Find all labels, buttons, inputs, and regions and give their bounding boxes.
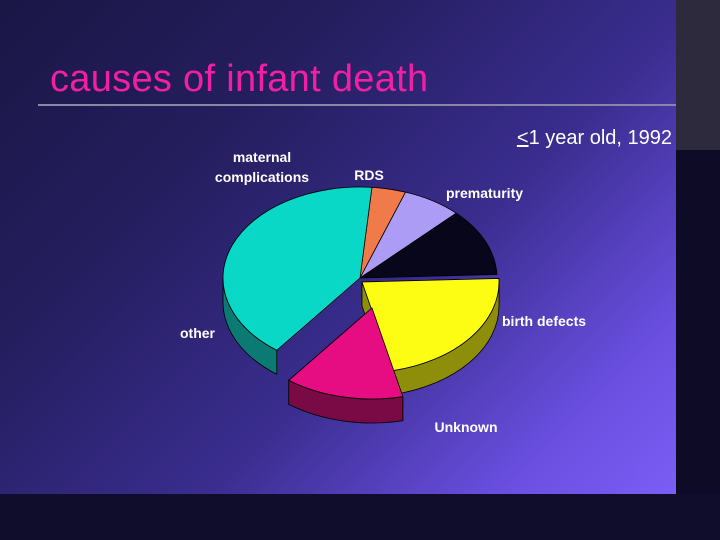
pie-label-birth-defects: birth defects (502, 313, 586, 329)
pie-label-prematurity: prematurity (446, 185, 523, 201)
pie-label-unknown: Unknown (435, 419, 498, 435)
pie-label-maternal-complications: maternal complications (215, 149, 309, 185)
pie-label-other: other (180, 325, 216, 341)
pie-slice-unknown (288, 307, 404, 400)
slide-title: causes of infant death (50, 58, 429, 100)
pie-label-rds: RDS (354, 167, 384, 183)
right-edge-bar-top (676, 0, 720, 150)
subtitle-text: 1 year old, 1992 (528, 127, 672, 149)
bottom-edge-bar (0, 494, 720, 540)
title-underline (38, 104, 676, 106)
pie-slice-birth-defects (361, 278, 500, 372)
chart-subtitle: <1 year old, 1992 (517, 127, 672, 150)
subtitle-less-than-symbol: < (516, 127, 529, 149)
pie-slice-other (222, 186, 373, 351)
pie-slice-prematurity (358, 212, 498, 279)
pie-chart: maternal complications RDS prematurity birth… (180, 149, 586, 435)
